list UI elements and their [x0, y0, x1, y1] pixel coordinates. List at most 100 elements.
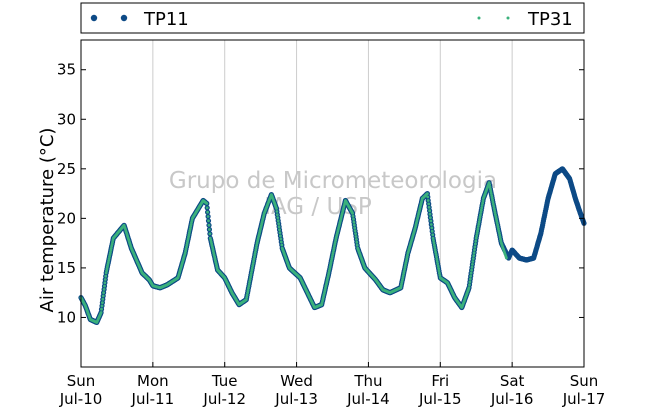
- data-point-tp31: [102, 291, 105, 295]
- data-point-tp31: [487, 181, 491, 185]
- data-point-tp31: [473, 245, 477, 249]
- data-point-tp31: [248, 280, 252, 283]
- data-point-tp31: [279, 237, 283, 241]
- grid-lines: [152, 40, 513, 367]
- data-point-tp31: [481, 199, 485, 203]
- data-point-tp31: [103, 278, 107, 281]
- data-point-tp31: [275, 210, 279, 213]
- data-point-tp31: [497, 231, 501, 235]
- data-point-tp31: [246, 291, 250, 295]
- data-point-tp31: [474, 242, 477, 246]
- y-tick-label: 15: [57, 259, 76, 277]
- data-point-tp31: [428, 209, 431, 213]
- data-point-tp31: [438, 271, 441, 275]
- data-point-tp31: [434, 253, 438, 256]
- data-point-tp31: [488, 183, 491, 187]
- data-point-tp31: [252, 257, 256, 261]
- y-tick-label: 20: [57, 209, 76, 227]
- data-point-tp31: [208, 232, 212, 236]
- data-point-tp31: [276, 219, 280, 223]
- data-point-tp31: [470, 265, 474, 269]
- data-point-tp31: [101, 301, 104, 304]
- data-point-tp31: [491, 200, 495, 204]
- x-tick-label-day: Thu: [353, 372, 382, 390]
- data-point-tp31: [469, 274, 473, 278]
- data-point-tp31: [247, 286, 250, 290]
- x-tick-label-date: Jul-11: [131, 390, 175, 408]
- x-tick-label-date: Jul-12: [202, 390, 246, 408]
- legend-marker-tp11-a: [90, 14, 98, 22]
- data-point-tp31: [399, 284, 403, 288]
- watermark-line-1: Grupo de Micrometeorologia: [169, 168, 497, 194]
- data-point-tp31: [327, 271, 331, 275]
- data-point-tp31: [278, 228, 281, 232]
- watermark-line-2: IAG / USP: [264, 194, 372, 220]
- x-tick-label-day: Wed: [280, 372, 313, 390]
- data-point-tp31: [280, 243, 284, 247]
- data-point-tp31: [489, 189, 493, 193]
- series-tp31: [79, 181, 508, 324]
- data-point-tp31: [426, 195, 430, 199]
- data-point-tp31: [248, 277, 252, 281]
- data-point-tp31: [354, 232, 357, 236]
- x-tick-label-day: Sun: [570, 372, 599, 390]
- data-point-tp31: [252, 259, 256, 263]
- data-point-tp31: [432, 239, 435, 242]
- data-point-tp31: [109, 247, 113, 250]
- data-point-tp31: [476, 229, 479, 233]
- data-point-tp31: [479, 211, 483, 214]
- data-point-tp31: [478, 215, 482, 219]
- data-point-tp31: [477, 220, 481, 224]
- data-point-tp31: [249, 275, 253, 279]
- data-point-tp31: [207, 223, 211, 227]
- data-point-tp31: [254, 248, 258, 252]
- data-point-tp31: [495, 221, 499, 225]
- data-point-tp31: [354, 235, 358, 238]
- x-tick-label-date: Jul-10: [59, 390, 103, 408]
- data-point-tp31: [253, 255, 256, 259]
- data-point-tp31: [437, 267, 440, 270]
- data-point-tp31: [471, 260, 475, 263]
- data-point-tp31: [468, 280, 472, 284]
- data-point-tp31: [470, 268, 473, 272]
- data-point-tp31: [276, 216, 280, 220]
- data-point-tp31: [498, 235, 502, 239]
- data-point-tp31: [431, 236, 435, 240]
- data-point-tp31: [489, 192, 493, 195]
- data-point-tp31: [494, 215, 498, 219]
- data-point-tp31: [333, 240, 337, 244]
- data-point-tp31: [250, 268, 254, 272]
- data-point-tp31: [479, 208, 483, 212]
- data-point-tp31: [330, 257, 334, 260]
- y-tick-label: 30: [57, 110, 76, 128]
- data-point-tp31: [103, 284, 106, 288]
- data-point-tp31: [245, 296, 249, 299]
- data-point-tp31: [353, 229, 357, 233]
- data-point-tp31: [468, 277, 472, 281]
- x-tick-label-day: Fri: [431, 372, 449, 390]
- data-point-tp31: [472, 251, 476, 255]
- data-point-tp31: [328, 267, 332, 271]
- data-point-tp31: [433, 243, 436, 247]
- data-point-tp31: [401, 278, 404, 281]
- data-point-tp31: [429, 223, 433, 226]
- data-point-tp31: [253, 253, 257, 256]
- x-tick-label-date: Jul-13: [274, 390, 318, 408]
- series-layer: [78, 166, 587, 325]
- data-point-tp31: [250, 271, 253, 274]
- data-point-tp31: [275, 207, 278, 210]
- data-point-tp31: [189, 223, 193, 226]
- data-point-tp31: [437, 269, 441, 273]
- data-point-tp31: [474, 239, 478, 243]
- data-point-tp31: [205, 206, 209, 210]
- x-tick-label-day: Sat: [500, 372, 525, 390]
- legend-label-tp11: TP11: [143, 9, 189, 30]
- data-point-tp31: [100, 304, 104, 308]
- data-point-tp31: [255, 244, 258, 247]
- data-point-tp31: [206, 210, 210, 214]
- data-point-tp31: [275, 213, 279, 217]
- data-point-tp31: [351, 212, 354, 215]
- data-point-tp31: [351, 214, 355, 218]
- y-tick-label: 35: [57, 61, 76, 79]
- data-point-tp31: [106, 261, 110, 265]
